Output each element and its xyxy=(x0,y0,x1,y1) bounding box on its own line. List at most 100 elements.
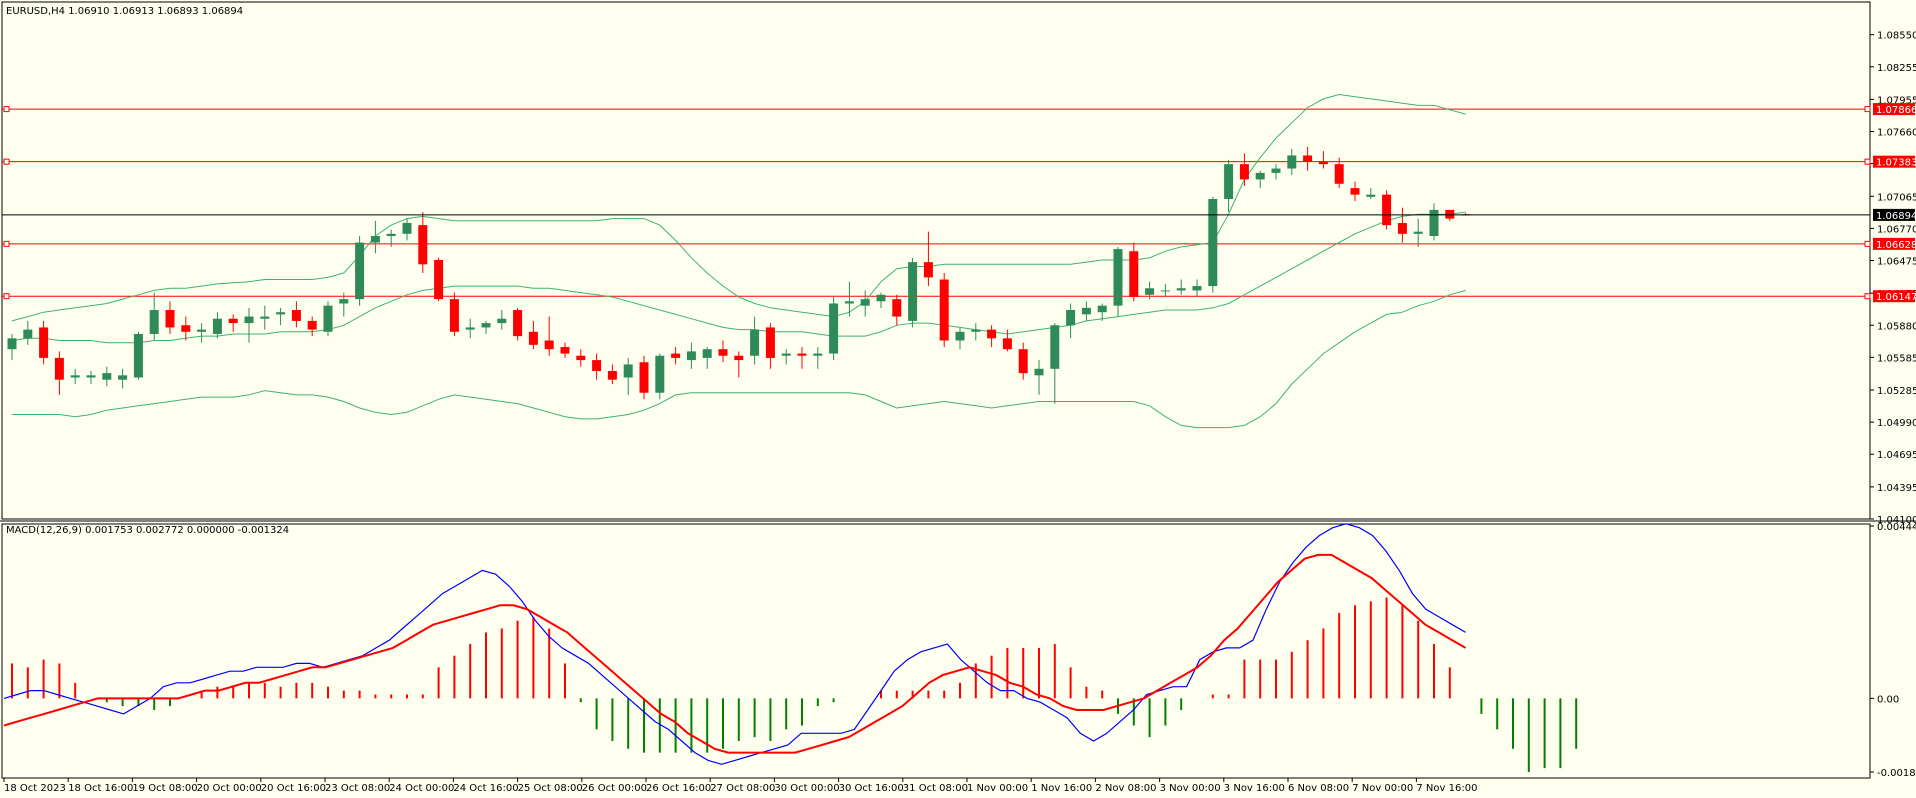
candle-body xyxy=(829,303,839,354)
level-price-tag xyxy=(1873,103,1915,116)
candle-body xyxy=(1287,155,1297,169)
time-axis-label: 1 Nov 00:00 xyxy=(967,783,1028,794)
macd-panel-frame xyxy=(1,523,1871,779)
candle-body xyxy=(86,375,96,378)
candle-body xyxy=(370,236,380,243)
time-axis-label: 26 Oct 16:00 xyxy=(646,783,711,794)
level-anchor-handle xyxy=(3,293,10,300)
time-axis-label: 2 Nov 08:00 xyxy=(1095,783,1156,794)
candle-body xyxy=(323,305,333,332)
time-axis-label: 6 Nov 08:00 xyxy=(1288,783,1349,794)
macd-axis-label: -0.001899 xyxy=(1877,768,1916,779)
candle-body xyxy=(402,222,412,234)
candle-body xyxy=(987,329,997,339)
candle-body xyxy=(892,299,902,317)
level-anchor-handle xyxy=(3,106,10,113)
candle-body xyxy=(718,349,728,356)
current-price-tag xyxy=(1873,208,1915,221)
candle-body xyxy=(307,320,317,330)
level-anchor-handle xyxy=(3,158,10,165)
bollinger-band-upper xyxy=(11,93,1466,322)
bollinger-band-lower xyxy=(12,289,1466,429)
time-axis-label: 27 Oct 08:00 xyxy=(710,783,775,794)
level-price-tag-label: 1.06147 xyxy=(1876,292,1916,303)
candle-body xyxy=(1018,349,1028,374)
candle-body xyxy=(1034,368,1044,376)
candle-body xyxy=(1303,155,1313,162)
candle-body xyxy=(1271,168,1281,173)
candle-body xyxy=(813,353,823,356)
symbol-info-label: EURUSD,H4 1.06910 1.06913 1.06893 1.0689… xyxy=(6,6,243,17)
level-anchor-handle xyxy=(3,240,10,247)
candle-body xyxy=(1208,199,1218,287)
candle-body xyxy=(765,327,775,358)
candle-body xyxy=(244,316,254,324)
candle-body xyxy=(386,233,396,237)
candle-body xyxy=(70,375,80,378)
candle-body xyxy=(181,325,191,332)
price-axis-label: 1.06475 xyxy=(1877,257,1916,268)
level-price-tag-label: 1.06628 xyxy=(1876,240,1916,251)
price-axis-label: 1.06770 xyxy=(1877,224,1916,235)
candle-body xyxy=(339,299,349,304)
candle-body xyxy=(481,323,491,328)
candle-body xyxy=(1239,164,1249,180)
signal-line xyxy=(3,553,1467,754)
candle-body xyxy=(955,331,965,341)
candle-body xyxy=(971,329,981,332)
candle-body xyxy=(1397,222,1407,234)
candle-body xyxy=(560,347,570,354)
level-price-tag xyxy=(1873,155,1915,168)
candle-body xyxy=(623,364,633,378)
time-axis-label: 24 Oct 00:00 xyxy=(389,783,454,794)
time-axis-label: 20 Oct 00:00 xyxy=(197,783,262,794)
candle-body xyxy=(54,357,64,380)
candle-body xyxy=(355,242,365,300)
price-axis-label: 1.05880 xyxy=(1877,321,1916,332)
candle-body xyxy=(149,310,159,334)
macd-info-label: MACD(12,26,9) 0.001753 0.002772 0.000000… xyxy=(6,525,289,536)
candle-body xyxy=(465,327,475,330)
price-axis-label: 1.04695 xyxy=(1877,450,1916,461)
candle-body xyxy=(212,318,222,334)
candle-body xyxy=(165,310,175,328)
time-axis-label: 3 Nov 16:00 xyxy=(1224,783,1285,794)
candle-body xyxy=(734,355,744,361)
candle-body xyxy=(118,375,128,380)
price-panel[interactable]: 1.085501.082551.079551.076601.073651.070… xyxy=(0,1,1916,526)
level-price-tag-label: 1.07866 xyxy=(1876,105,1916,116)
candle-body xyxy=(276,312,286,315)
candle-body xyxy=(1366,194,1376,197)
candle-body xyxy=(1113,249,1123,306)
candle-body xyxy=(1002,338,1012,350)
candle-body xyxy=(528,331,538,345)
candle-body xyxy=(544,340,554,350)
candle-body xyxy=(781,353,791,356)
price-axis-label: 1.05285 xyxy=(1877,386,1916,397)
time-axis-label: 26 Oct 00:00 xyxy=(582,783,647,794)
candle-body xyxy=(513,310,523,337)
time-axis-label: 20 Oct 16:00 xyxy=(261,783,326,794)
candle-body xyxy=(418,225,428,265)
level-price-tag-label: 1.07383 xyxy=(1876,158,1916,169)
candle-body xyxy=(876,294,886,302)
candle-body xyxy=(686,351,696,361)
candle-body xyxy=(1413,231,1423,234)
level-anchor-handle xyxy=(1864,293,1871,300)
macd-axis-label: 0.00 xyxy=(1877,694,1899,705)
time-axis-label: 31 Oct 08:00 xyxy=(903,783,968,794)
time-axis-label: 23 Oct 08:00 xyxy=(325,783,390,794)
price-axis-label: 1.07955 xyxy=(1877,95,1916,106)
candle-body xyxy=(133,333,143,378)
time-axis-label: 18 Oct 16:00 xyxy=(68,783,133,794)
candle-body xyxy=(1350,188,1360,195)
time-axis-label: 3 Nov 00:00 xyxy=(1160,783,1221,794)
time-axis-label: 25 Oct 08:00 xyxy=(518,783,583,794)
candle-body xyxy=(860,299,870,306)
candle-body xyxy=(1145,288,1155,295)
candle-body xyxy=(1081,307,1091,315)
candle-body xyxy=(671,353,681,358)
candle-body xyxy=(434,259,444,300)
